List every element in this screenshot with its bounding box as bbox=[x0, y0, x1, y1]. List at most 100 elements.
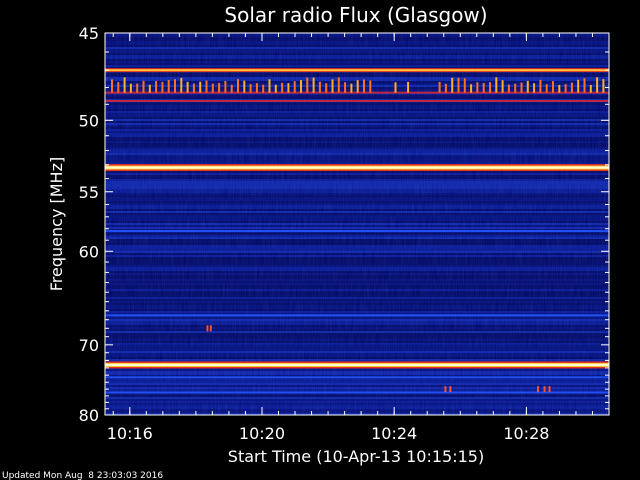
frequency-band-row bbox=[105, 233, 609, 235]
frequency-band-row bbox=[105, 323, 609, 325]
frequency-band-row bbox=[105, 329, 609, 331]
frequency-band-row bbox=[105, 291, 609, 293]
frequency-band-row bbox=[105, 121, 609, 123]
frequency-band-row bbox=[105, 375, 609, 377]
frequency-band-row bbox=[105, 177, 609, 179]
interference-spike bbox=[552, 81, 554, 93]
frequency-band-row bbox=[105, 217, 609, 219]
frequency-band-row bbox=[105, 359, 609, 361]
frequency-band-row bbox=[105, 383, 609, 385]
y-tick-label: 55 bbox=[79, 183, 99, 202]
frequency-band-row bbox=[105, 397, 609, 399]
frequency-band-row bbox=[105, 115, 609, 117]
frequency-band-row bbox=[105, 379, 609, 381]
frequency-band-row bbox=[105, 269, 609, 271]
frequency-band-row bbox=[105, 313, 609, 315]
frequency-band-row bbox=[105, 209, 609, 211]
interference-spike bbox=[318, 81, 321, 93]
interference-spike bbox=[255, 83, 258, 93]
frequency-band-row bbox=[105, 355, 609, 357]
persistent-line bbox=[105, 69, 609, 72]
frequency-band-row bbox=[105, 195, 609, 197]
frequency-band-row bbox=[105, 123, 609, 125]
frequency-band-row bbox=[105, 399, 609, 401]
interference-spike bbox=[583, 78, 586, 93]
interference-spike bbox=[142, 80, 145, 93]
interference-spike bbox=[337, 77, 340, 93]
interference-spike bbox=[249, 84, 252, 93]
frequency-band-row bbox=[105, 185, 609, 187]
frequency-band-row bbox=[105, 109, 609, 111]
frequency-band-row bbox=[105, 173, 609, 175]
frequency-band-row bbox=[105, 221, 609, 223]
frequency-band-row bbox=[105, 105, 609, 107]
frequency-band-row bbox=[105, 39, 609, 41]
frequency-band-row bbox=[105, 327, 609, 329]
persistent-line bbox=[105, 314, 609, 317]
interference-spike bbox=[457, 77, 460, 93]
frequency-band-row bbox=[105, 381, 609, 383]
frequency-band-row bbox=[105, 413, 609, 415]
y-axis: 45 50 55 60 70 80 bbox=[79, 24, 609, 425]
interference-spike bbox=[489, 82, 491, 93]
frequency-band-row bbox=[105, 393, 609, 395]
frequency-band-row bbox=[105, 259, 609, 261]
interference-spike bbox=[268, 79, 271, 93]
frequency-band-row bbox=[105, 163, 609, 165]
frequency-band-row bbox=[105, 181, 609, 183]
y-axis-label: Frequency [MHz] bbox=[47, 157, 66, 291]
interference-spike bbox=[526, 80, 529, 93]
frequency-band-row bbox=[105, 37, 609, 39]
frequency-band-row bbox=[105, 287, 609, 289]
frequency-band-row bbox=[105, 197, 609, 199]
frequency-band-row bbox=[105, 77, 609, 79]
frequency-band-row bbox=[105, 131, 609, 133]
interference-spike bbox=[463, 78, 466, 93]
persistent-line bbox=[105, 391, 609, 394]
frequency-band-row bbox=[105, 101, 609, 103]
frequency-band-row bbox=[105, 357, 609, 359]
frequency-band-row bbox=[105, 307, 609, 309]
interference-spike bbox=[344, 82, 347, 93]
frequency-band-row bbox=[105, 295, 609, 297]
frequency-band-row bbox=[105, 111, 609, 113]
frequency-band-row bbox=[105, 211, 609, 213]
interference-spike bbox=[476, 82, 479, 93]
frequency-band-row bbox=[105, 41, 609, 43]
frequency-band-row bbox=[105, 387, 609, 389]
persistent-line bbox=[105, 230, 609, 233]
frequency-band-row bbox=[105, 411, 609, 413]
frequency-band-row bbox=[105, 317, 609, 319]
frequency-band-row bbox=[105, 241, 609, 243]
frequency-band-row bbox=[105, 283, 609, 285]
frequency-band-row bbox=[105, 79, 609, 81]
frequency-band-row bbox=[105, 405, 609, 407]
frequency-band-row bbox=[105, 59, 609, 61]
frequency-band-row bbox=[105, 191, 609, 193]
interference-spike bbox=[533, 83, 536, 93]
interference-spike bbox=[117, 82, 120, 93]
frequency-band-row bbox=[105, 223, 609, 225]
frequency-band-row bbox=[105, 373, 609, 375]
frequency-band-row bbox=[105, 171, 609, 173]
y-tick-label: 70 bbox=[79, 336, 99, 355]
interference-spike bbox=[287, 83, 290, 93]
interference-spike bbox=[161, 81, 164, 93]
frequency-band-row bbox=[105, 93, 609, 95]
frequency-band-row bbox=[105, 271, 609, 273]
radio-burst bbox=[543, 386, 546, 393]
frequency-band-row bbox=[105, 203, 609, 205]
frequency-band-row bbox=[105, 353, 609, 355]
interference-spike bbox=[558, 84, 561, 93]
frequency-band-row bbox=[105, 339, 609, 341]
interference-spike bbox=[539, 79, 542, 93]
interference-spike bbox=[192, 83, 195, 93]
frequency-band-row bbox=[105, 75, 609, 77]
frequency-band-row bbox=[105, 333, 609, 335]
interference-spike bbox=[407, 81, 410, 93]
frequency-band-row bbox=[105, 97, 609, 99]
frequency-band-row bbox=[105, 129, 609, 131]
interference-spike bbox=[394, 82, 397, 93]
frequency-band-row bbox=[105, 51, 609, 53]
